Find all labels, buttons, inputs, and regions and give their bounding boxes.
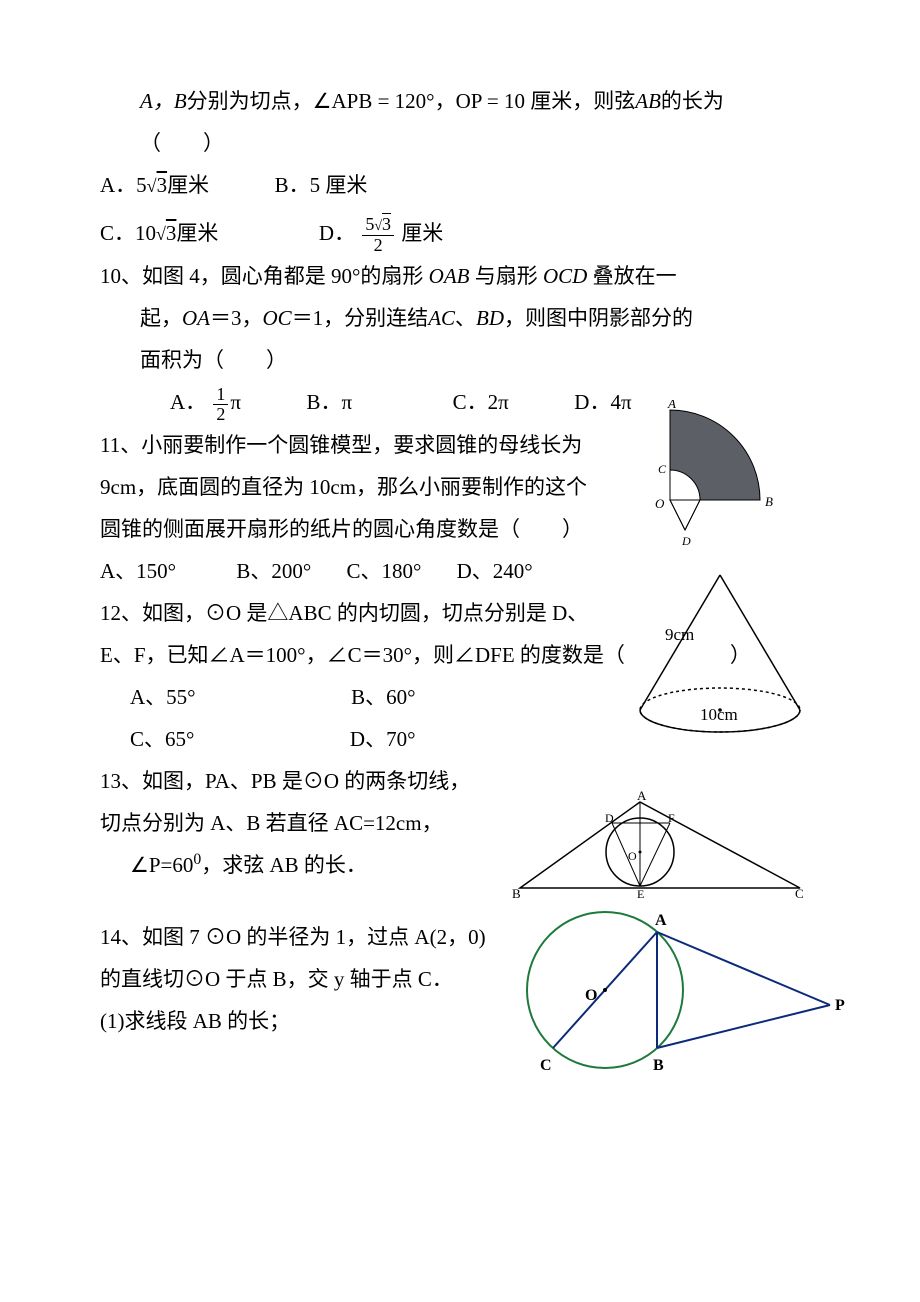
q11-line3: 圆锥的侧面展开扇形的纸片的圆心角度数是（ ）: [100, 508, 620, 550]
q9-D-frac: 5√3 2: [362, 215, 394, 255]
q10-fig-D: D: [681, 534, 691, 548]
q9-options-row1: A．5√3厘米 B．5 厘米: [100, 164, 860, 206]
q10-D-label: D．: [574, 390, 610, 414]
q9-A-5: 5: [136, 173, 147, 197]
q11-fig-slant: 9cm: [665, 625, 694, 644]
q11-D: D、240°: [457, 559, 533, 583]
q11-line2: 9cm，底面圆的直径为 10cm，那么小丽要制作的这个: [100, 466, 620, 508]
q10-eq1: ＝1，分别连结: [292, 306, 429, 330]
q10-A-num: 1: [213, 385, 228, 405]
q11-figure: 9cm 10cm: [610, 560, 830, 740]
q10-C-val: 2π: [488, 390, 509, 414]
q11-C: C、180°: [346, 559, 421, 583]
q10-A-pi: π: [230, 390, 241, 414]
q13-fig-B: B: [653, 1057, 664, 1074]
q10-eq3: ＝3，: [210, 306, 263, 330]
q10-sep: 、: [455, 306, 476, 330]
q13-l3a: ∠P=60: [130, 853, 193, 877]
q10-t4: 起，: [140, 306, 182, 330]
q10-A-label: A．: [170, 390, 206, 414]
q13-l3b: ，求弦 AB 的长．: [201, 853, 367, 877]
q10-t2: 与扇形: [475, 264, 538, 288]
q11-svg: 9cm 10cm: [610, 560, 830, 740]
q11-B: B、200°: [236, 559, 311, 583]
q10-figure: A B C D O: [650, 400, 810, 550]
q9-options-row2: C．10√3厘米 D． 5√3 2 厘米: [100, 212, 860, 255]
q10-line3: 面积为（ ）: [140, 339, 860, 381]
q9-text-3: 的长为: [661, 89, 724, 113]
q12-C: C、65°: [130, 727, 194, 751]
q9-D-label: D．: [319, 221, 355, 245]
q9-line1: A，B分别为切点，∠APB = 120°，OP = 10 厘米，则弦AB的长为: [140, 80, 860, 122]
q9-A-rad: 3: [157, 173, 168, 197]
q10-line1: 10、如图 4，圆心角都是 90°的扇形 OAB 与扇形 OCD 叠放在一: [100, 255, 860, 297]
q9-A-unit: 厘米: [167, 173, 209, 197]
q9-C-label: C．: [100, 221, 135, 245]
q12-svg: A B C D E F O: [510, 790, 810, 900]
q10-C-label: C．: [453, 390, 488, 414]
q9-D-numrad: 3: [382, 214, 391, 234]
q9-ab: AB: [635, 89, 661, 113]
q10-D-val: 4π: [610, 390, 631, 414]
q13-fig-P: P: [835, 997, 845, 1014]
q10-B-label: B．: [307, 390, 342, 414]
q10-ac: AC: [428, 306, 455, 330]
q10-fig-A: A: [667, 400, 676, 411]
q11-line1: 11、小丽要制作一个圆锥模型，要求圆锥的母线长为: [100, 424, 620, 466]
q10-svg: A B C D O: [650, 400, 810, 550]
q13-figure: A B C O P: [510, 895, 850, 1085]
q11-A: A、150°: [100, 559, 176, 583]
q10-B-pi: π: [342, 390, 353, 414]
q12-line1: 12、如图，⊙O 是△ABC 的内切圆，切点分别是 D、: [100, 592, 620, 634]
q13-fig-A: A: [655, 912, 667, 929]
q10-t1: 10、如图 4，圆心角都是 90°的扇形: [100, 264, 423, 288]
q9-AB-letters: A，B: [140, 89, 187, 113]
q10-fig-C: C: [658, 462, 667, 476]
q13-fig-C: C: [540, 1057, 552, 1074]
q9-text-1: 分别为切点，: [187, 89, 313, 113]
q9-comma1: ，: [435, 89, 456, 113]
q10-bd: BD: [476, 306, 504, 330]
q9-D-num5: 5: [365, 214, 374, 234]
q9-D-unit: 厘米: [401, 221, 443, 245]
q10-t3: 叠放在一: [593, 264, 677, 288]
q9-A-value: 5√3: [136, 173, 167, 197]
q9-C-value: 10√3: [135, 221, 176, 245]
q10-fig-O: O: [655, 496, 665, 511]
q10-A-den: 2: [213, 405, 228, 424]
q9-C-10: 10: [135, 221, 156, 245]
q10-oab: OAB: [423, 264, 474, 288]
q11-fig-diam: 10cm: [700, 705, 738, 724]
q9-B-value: 5 厘米: [310, 173, 368, 197]
q12-figure: A B C D E F O: [510, 790, 810, 900]
q13-svg: A B C O P: [510, 895, 850, 1085]
q10-t5: ，则图中阴影部分的: [504, 306, 693, 330]
page: A，B分别为切点，∠APB = 120°，OP = 10 厘米，则弦AB的长为 …: [0, 0, 920, 1302]
q12-B: B、60°: [351, 685, 415, 709]
q9-apb: ∠APB = 120°: [313, 89, 435, 113]
q9-D-den: 2: [362, 236, 394, 255]
q9-A-label: A．: [100, 173, 136, 197]
q9-text-2: 厘米，则弦: [525, 89, 635, 113]
q9-C-unit: 厘米: [176, 221, 218, 245]
q9-op: OP = 10: [456, 89, 525, 113]
q10-fig-B: B: [765, 494, 773, 509]
q12-A: A、55°: [130, 685, 196, 709]
q9-C-rad: 3: [166, 221, 177, 245]
q10-line2: 起，OA＝3，OC＝1，分别连结AC、BD，则图中阴影部分的: [140, 297, 860, 339]
q12-fig-A: A: [637, 790, 647, 803]
q10-A-frac: 1 2: [213, 385, 228, 424]
q13-fig-O: O: [585, 987, 597, 1004]
q9-B-label: B．: [275, 173, 310, 197]
q10-oc: OC: [263, 306, 292, 330]
q10-ocd: OCD: [538, 264, 593, 288]
q10-oa: OA: [182, 306, 210, 330]
q9-paren: （ ）: [140, 122, 860, 164]
q12-D: D、70°: [350, 727, 416, 751]
